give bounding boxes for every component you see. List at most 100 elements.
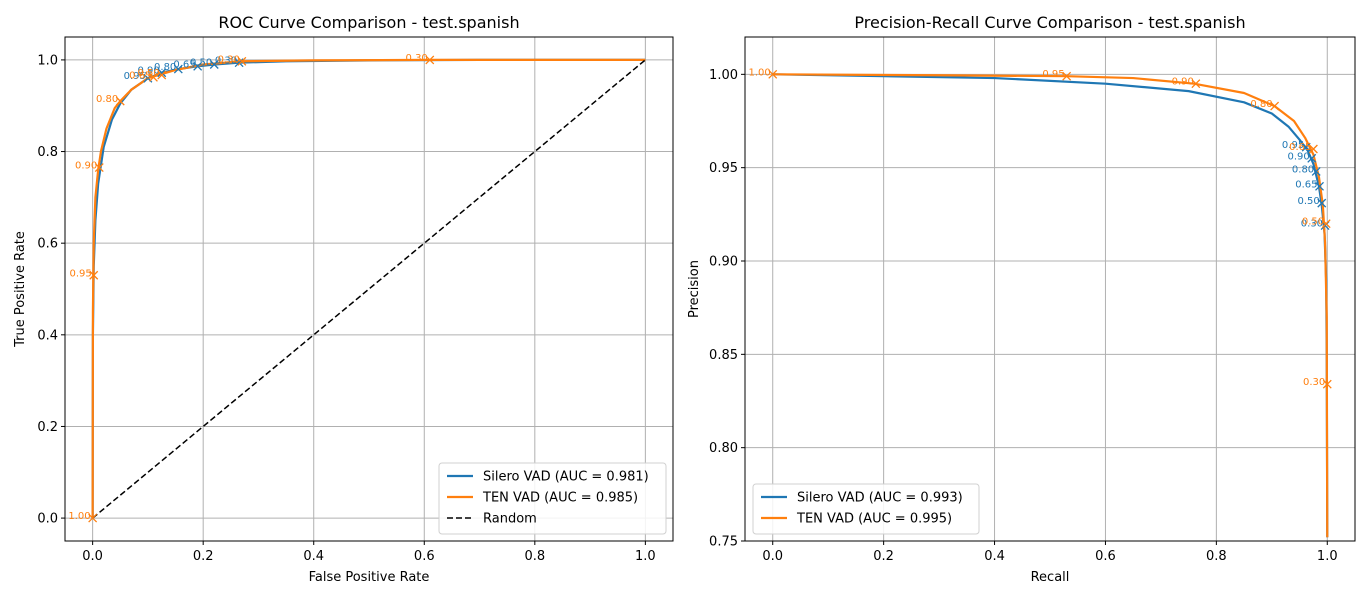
pr-y-tick-label: 0.90 [709, 255, 738, 270]
roc-silero-threshold-label: 0.50 [190, 57, 212, 68]
roc-x-axis-label: False Positive Rate [309, 570, 430, 585]
pr-silero-threshold-marker [1301, 142, 1311, 152]
pr-ten-threshold-marker [1321, 219, 1331, 229]
roc-x-tick-label: 0.2 [193, 549, 214, 564]
roc-x-tick-label: 0.6 [414, 549, 435, 564]
pr-y-tick-label: 0.80 [709, 441, 738, 456]
roc-panel: 0.950.900.800.650.50 0.301.000.950.900.80… [13, 13, 674, 585]
pr-legend-box [752, 483, 980, 535]
roc-y-tick-label: 0.4 [37, 328, 58, 343]
roc-ten-threshold-marker [94, 163, 104, 173]
roc-ten-threshold-label: 1.00 [68, 511, 90, 522]
roc-silero-threshold-marker [193, 61, 203, 71]
pr-ten-threshold-marker [1191, 79, 1201, 89]
roc-axes-frame [64, 36, 674, 542]
roc-ten-threshold-label: 0.30 [218, 54, 240, 65]
pr-y-tick-label: 0.75 [709, 535, 738, 550]
roc-ticks: 0.0 0.2 0.4 0.6 0.8 1.0 0.0 0.2 0.4 0.6 0.8 1.0 [37, 53, 655, 564]
pr-ten-threshold-label: 0.80 [1250, 99, 1272, 110]
pr-silero-threshold-marker [1311, 166, 1321, 176]
roc-y-axis-label: True Positive Rate [13, 231, 28, 348]
roc-ten-threshold-marker [157, 70, 167, 80]
pr-ten-threshold-marker [1270, 101, 1280, 111]
pr-x-tick-label: 0.6 [1095, 549, 1116, 564]
roc-silero-threshold-marker [234, 58, 244, 68]
pr-y-axis-label: Precision [687, 260, 702, 318]
pr-ten-threshold-marker [1062, 71, 1072, 81]
pr-ticks: 0.0 0.2 0.4 0.6 0.8 1.00.750.800.850.900.951.… [709, 68, 1338, 564]
roc-ten-threshold-marker [148, 72, 158, 82]
roc-x-tick-label: 0.4 [303, 549, 324, 564]
roc-ten-threshold-label: 0.65 [129, 70, 151, 81]
roc-legend: Silero VAD (AUC = 0.981) TEN VAD (AUC = 0… [438, 462, 667, 535]
roc-ten-threshold-label: 0.95 [69, 268, 91, 279]
pr-ten-threshold-label: 0.30 [1303, 377, 1325, 388]
pr-ten-threshold-label: 0.65 [1289, 142, 1311, 153]
roc-silero-threshold-label: 0.90 [137, 66, 159, 77]
roc-legend-label: TEN VAD (AUC = 0.985) [482, 491, 638, 506]
pr-ten-threshold-label: 0.95 [1042, 69, 1064, 80]
pr-y-tick-label: 0.95 [709, 161, 738, 176]
roc-silero-threshold-marker [157, 68, 167, 78]
pr-x-tick-label: 0.4 [984, 549, 1005, 564]
roc-legend-entry: Random [447, 512, 537, 527]
pr-ten-threshold-label: 1.00 [748, 67, 770, 78]
pr-ten-threshold-marker [1322, 379, 1332, 389]
pr-x-tick-label: 0.0 [762, 549, 783, 564]
roc-legend-box [438, 462, 667, 535]
pr-legend: Silero VAD (AUC = 0.993) TEN VAD (AUC = 0… [752, 483, 980, 535]
roc-silero-threshold-label: 0.80 [154, 62, 176, 73]
roc-ten-threshold-label: 0.30 [406, 53, 428, 64]
pr-x-tick-label: 1.0 [1317, 549, 1338, 564]
roc-x-tick-label: 1.0 [635, 549, 656, 564]
pr-legend-label: TEN VAD (AUC = 0.995) [796, 512, 952, 527]
pr-silero-threshold-label: 0.50 [1297, 196, 1319, 207]
pr-ten-threshold-label: 0.50 [1302, 217, 1324, 228]
roc-legend-label: Random [483, 512, 537, 527]
roc-title: ROC Curve Comparison - test.spanish [218, 13, 519, 32]
roc-x-tick-label: 0.8 [524, 549, 545, 564]
pr-ten-threshold-marker [768, 69, 778, 79]
roc-legend-label: Silero VAD (AUC = 0.981) [483, 470, 649, 485]
roc-ten-threshold-marker [237, 56, 247, 66]
roc-x-tick-label: 0.0 [82, 549, 103, 564]
roc-silero-threshold-label: 0.65 [173, 59, 195, 70]
roc-y-tick-label: 0.2 [37, 420, 58, 435]
roc-silero-threshold-marker [209, 60, 219, 69]
roc-y-tick-label: 1.0 [37, 53, 58, 68]
pr-silero-threshold-label: 0.65 [1295, 179, 1317, 190]
roc-y-tick-label: 0.6 [37, 237, 58, 252]
pr-panel: 0.950.900.800.650.500.301.00 0.950.900.80… [687, 13, 1356, 585]
roc-ten-threshold-marker [89, 270, 99, 280]
pr-silero-threshold-label: 0.30 [1301, 219, 1323, 230]
pr-x-tick-label: 0.2 [873, 549, 894, 564]
roc-series-layer: 0.950.900.800.650.50 0.301.000.950.900.80… [68, 53, 646, 523]
pr-silero-threshold-label: 0.90 [1287, 151, 1309, 162]
pr-title: Precision-Recall Curve Comparison - test… [854, 13, 1245, 32]
pr-y-tick-label: 1.00 [709, 68, 738, 83]
roc-ten-threshold-marker [115, 96, 125, 106]
pr-silero-threshold-marker [1315, 181, 1324, 191]
roc-ten-threshold-label: 0.50 [137, 68, 159, 79]
roc-grid [65, 37, 673, 541]
pr-silero-threshold-marker [1307, 153, 1317, 163]
pr-series-layer: 0.950.900.800.650.500.301.00 0.950.900.80… [748, 67, 1332, 538]
roc-y-tick-label: 0.0 [37, 512, 58, 527]
pr-series-ten [772, 73, 1329, 538]
roc-silero-threshold-label: 0.95 [124, 71, 146, 82]
roc-ten-threshold-marker [88, 513, 98, 523]
pr-ten-threshold-marker [1308, 144, 1318, 154]
roc-ten-threshold-label: 0.90 [75, 161, 97, 172]
roc-series-random [92, 59, 646, 519]
pr-legend-label: Silero VAD (AUC = 0.993) [797, 491, 963, 506]
pr-silero-threshold-label: 0.80 [1292, 164, 1314, 175]
roc-ten-threshold-marker [425, 55, 435, 65]
roc-silero-threshold-label: 0.30 [215, 56, 237, 67]
pr-legend-entry: Silero VAD (AUC = 0.993) [761, 491, 963, 506]
pr-x-axis-label: Recall [1031, 570, 1070, 585]
pr-plot-background [745, 37, 1355, 541]
pr-silero-threshold-marker [1317, 198, 1327, 208]
pr-y-tick-label: 0.85 [709, 348, 738, 363]
roc-y-tick-label: 0.8 [37, 145, 58, 160]
